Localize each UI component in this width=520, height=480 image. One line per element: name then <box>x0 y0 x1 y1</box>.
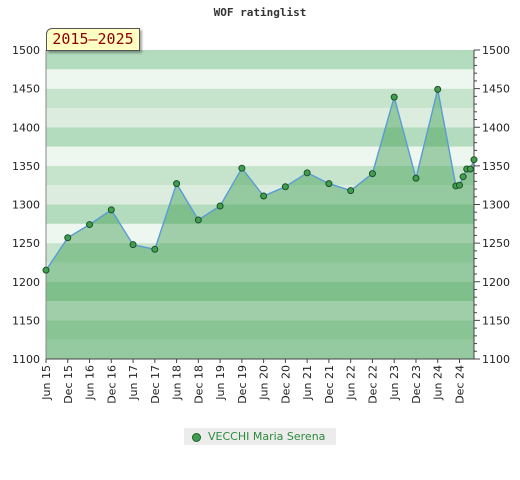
x-tick-label: Jun 15 <box>40 365 53 401</box>
y-tick-label-right: 1350 <box>482 160 510 173</box>
x-tick-label: Dec 18 <box>192 365 205 404</box>
y-tick-label-right: 1500 <box>482 44 510 57</box>
grid-band <box>46 69 474 89</box>
y-tick-label-right: 1250 <box>482 237 510 250</box>
data-point <box>368 170 376 178</box>
x-tick-label: Jun 19 <box>214 365 227 401</box>
data-point <box>107 206 115 214</box>
x-tick-label: Jun 24 <box>432 365 445 401</box>
data-point <box>129 241 137 249</box>
y-tick-label-left: 1250 <box>12 237 40 250</box>
data-point <box>238 164 246 172</box>
grid-band <box>46 165 474 186</box>
data-point <box>86 221 94 229</box>
legend-label: VECCHI Maria Serena <box>208 430 326 443</box>
grid-band <box>46 223 474 244</box>
x-tick-label: Jun 16 <box>84 365 97 401</box>
x-tick-label: Jun 21 <box>301 365 314 401</box>
y-tick-label-right: 1400 <box>482 121 510 134</box>
y-tick-label-right: 1150 <box>482 314 510 327</box>
y-tick-label-left: 1200 <box>12 276 40 289</box>
y-tick-label-left: 1350 <box>12 160 40 173</box>
data-point <box>325 180 333 188</box>
x-tick-label: Dec 19 <box>236 365 249 404</box>
y-tick-label-left: 1500 <box>12 44 40 57</box>
data-point <box>390 93 398 101</box>
data-point <box>459 173 467 181</box>
x-tick-label: Jun 22 <box>345 365 358 401</box>
grid-band <box>46 185 474 205</box>
x-tick-label: Jun 18 <box>171 365 184 401</box>
x-tick-label: Dec 16 <box>105 365 118 404</box>
data-point <box>470 156 478 164</box>
x-tick-label: Jun 23 <box>388 365 401 401</box>
grid-band <box>46 281 474 302</box>
x-tick-label: Dec 24 <box>453 365 466 404</box>
y-tick-label-left: 1150 <box>12 314 40 327</box>
data-point <box>455 181 463 189</box>
data-point <box>194 216 202 224</box>
grid-band <box>46 262 474 282</box>
x-tick-label: Dec 17 <box>149 365 162 404</box>
grid-band <box>46 127 474 147</box>
x-tick-label: Jun 20 <box>258 365 271 401</box>
period-badge: 2015–2025 <box>46 28 140 51</box>
data-point <box>42 266 50 274</box>
grid-band <box>46 320 474 340</box>
legend[interactable]: VECCHI Maria Serena <box>184 428 336 445</box>
data-point <box>151 245 159 253</box>
data-point <box>412 174 420 182</box>
y-tick-label-right: 1100 <box>482 353 510 366</box>
x-tick-label: Dec 22 <box>366 365 379 404</box>
chart-title: WOF ratinglist <box>213 6 307 19</box>
data-point <box>64 234 72 242</box>
grid-band <box>46 50 474 70</box>
y-tick-label-left: 1300 <box>12 199 40 212</box>
grid-band <box>46 339 474 359</box>
y-tick-label-right: 1200 <box>482 276 510 289</box>
data-point <box>466 165 474 173</box>
grid-band <box>46 301 474 321</box>
data-point <box>173 180 181 188</box>
data-point <box>216 202 224 210</box>
grid-band <box>46 146 474 166</box>
x-tick-label: Jun 17 <box>127 365 140 401</box>
series-area <box>46 89 474 360</box>
data-point <box>434 85 442 93</box>
x-tick-label: Dec 20 <box>279 365 292 404</box>
data-point <box>260 192 268 200</box>
y-tick-label-left: 1400 <box>12 121 40 134</box>
x-tick-label: Dec 15 <box>62 365 75 404</box>
x-tick-label: Dec 23 <box>410 365 423 404</box>
data-point <box>347 187 355 195</box>
legend-marker <box>192 433 201 442</box>
data-point <box>281 183 289 191</box>
y-tick-label-right: 1300 <box>482 199 510 212</box>
data-point <box>303 169 311 177</box>
grid-band <box>46 107 474 128</box>
grid-band <box>46 204 474 224</box>
y-tick-label-left: 1450 <box>12 83 40 96</box>
grid-band <box>46 88 474 108</box>
y-tick-label-left: 1100 <box>12 353 40 366</box>
y-tick-label-right: 1450 <box>482 83 510 96</box>
x-tick-label: Dec 21 <box>323 365 336 404</box>
